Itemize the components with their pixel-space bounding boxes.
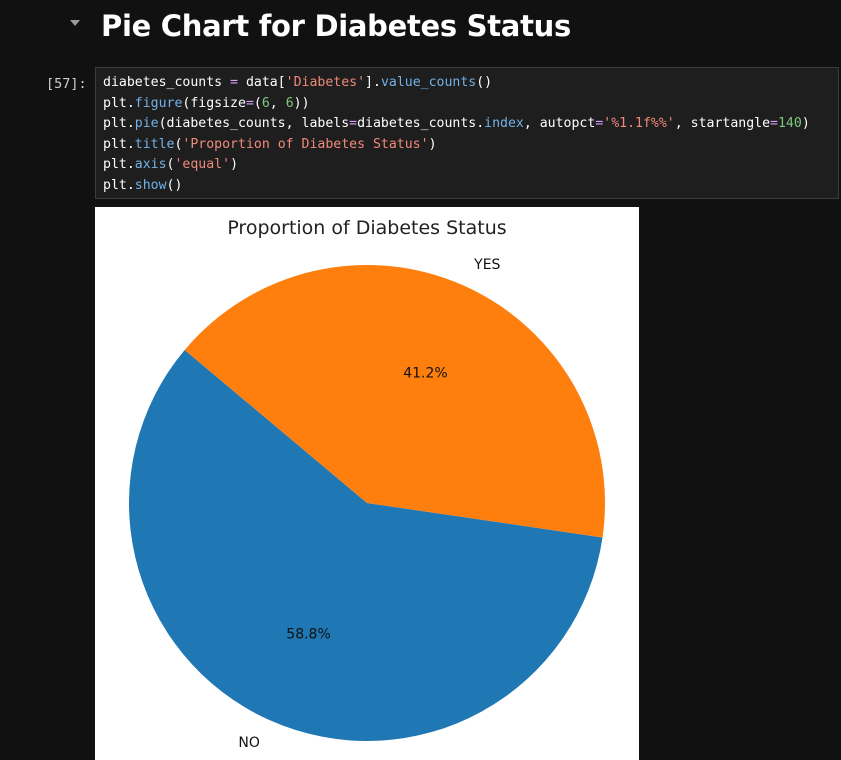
pie-label-no: NO: [238, 735, 259, 751]
code-token: index: [484, 116, 524, 132]
pie-slice-yes: [184, 264, 605, 538]
code-line: plt.figure(figsize=(6, 6)): [103, 94, 810, 115]
code-line: plt.title('Proportion of Diabetes Status…: [103, 135, 810, 156]
code-token: '%1.1f%%': [603, 116, 675, 132]
code-token: plt.: [103, 177, 135, 193]
code-token: , autopct: [523, 116, 596, 132]
section-heading: Pie Chart for Diabetes Status: [101, 9, 571, 43]
code-token: data[: [238, 75, 286, 90]
code-line: diabetes_counts = data['Diabetes'].value…: [103, 73, 810, 94]
code-token: (: [253, 95, 262, 111]
code-token: (: [174, 136, 183, 152]
code-token: diabetes_counts: [103, 75, 231, 90]
chevron-down-icon[interactable]: [70, 20, 80, 26]
pie-labels: NO 58.8% YES 41.2%: [238, 257, 500, 751]
code-token: axis: [134, 157, 167, 173]
code-token: diabetes_counts.: [357, 116, 485, 132]
code-token: ,: [269, 95, 286, 111]
code-token: plt.: [103, 116, 135, 132]
code-cell-editor[interactable]: diabetes_counts = data['Diabetes'].value…: [95, 67, 839, 199]
code-token: plt.: [103, 95, 135, 111]
code-token: ): [230, 157, 239, 173]
code-token: =: [770, 116, 778, 132]
code-token: 6: [285, 95, 294, 111]
chart-title: Proportion of Diabetes Status: [227, 217, 506, 239]
pie-slices: [129, 264, 605, 741]
code-token: ): [428, 136, 437, 152]
code-block: diabetes_counts = data['Diabetes'].value…: [103, 73, 810, 197]
code-token: , startangle: [674, 116, 771, 132]
pie-label-yes: YES: [473, 257, 500, 273]
code-token: 'Proportion of Diabetes Status': [182, 136, 429, 152]
code-token: (): [166, 177, 183, 193]
code-token: plt.: [103, 136, 135, 152]
pie-chart: Proportion of Diabetes Status NO 58.8% YES…: [129, 217, 605, 751]
code-token: ): [801, 116, 810, 132]
code-token: pie: [134, 116, 159, 132]
code-token: (figsize: [182, 95, 246, 111]
code-token: (): [476, 75, 493, 90]
code-token: 'Diabetes': [285, 75, 366, 90]
code-line: plt.axis('equal'): [103, 155, 810, 176]
code-line: plt.show(): [103, 176, 810, 197]
code-line: plt.pie(diabetes_counts, labels=diabetes…: [103, 114, 810, 135]
pie-percent-no: 58.8%: [286, 626, 330, 642]
code-token: ].: [365, 75, 381, 90]
pie-percent-yes: 41.2%: [403, 366, 447, 382]
code-token: figure: [134, 95, 183, 111]
pie-slice-no: [129, 350, 603, 741]
code-token: (: [166, 157, 175, 173]
code-token: title: [134, 136, 175, 152]
code-token: value_counts: [380, 75, 477, 90]
code-token: =: [349, 116, 358, 132]
code-token: 'equal': [174, 157, 231, 173]
code-token: 6: [261, 95, 270, 111]
pie-chart-output: Proportion of Diabetes Status NO 58.8% YES…: [95, 207, 639, 760]
code-token: show: [134, 177, 167, 193]
code-token: )): [293, 95, 310, 111]
code-token: =: [230, 75, 238, 90]
code-token: 140: [777, 116, 802, 132]
code-token: plt.: [103, 157, 135, 173]
code-token: (diabetes_counts, labels: [158, 116, 350, 132]
execution-count: [57]:: [46, 76, 87, 92]
code-token: =: [245, 95, 254, 111]
code-token: =: [595, 116, 604, 132]
